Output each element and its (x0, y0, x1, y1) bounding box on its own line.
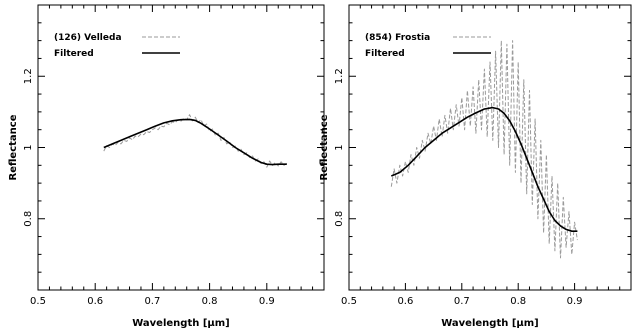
frostia-legend-label: (854) Frostia (365, 33, 430, 43)
velleda-y-tick-label: 1 (23, 144, 34, 150)
frostia-plot-frame (348, 4, 632, 291)
velleda-x-axis-label: Wavelength [μm] (132, 318, 230, 329)
frostia-y-axis-label: Reflectance (319, 114, 330, 180)
frostia-x-tick-label: 0.5 (341, 296, 357, 307)
frostia-y-tick-label: 0.8 (334, 211, 345, 227)
velleda-y-axis-label: Reflectance (8, 114, 19, 180)
frostia-filtered-spectrum-line (390, 106, 578, 232)
frostia-x-axis-label: Wavelength [μm] (441, 318, 539, 329)
frostia-x-tick-label: 0.7 (454, 296, 470, 307)
velleda-x-tick-label: 0.8 (202, 296, 218, 307)
velleda-legend-label: (126) Velleda (54, 33, 122, 43)
velleda-x-tick-label: 0.6 (87, 296, 103, 307)
velleda-x-tick-label: 0.7 (144, 296, 160, 307)
velleda-panel: 0.5 0.6 0.7 0.8 0.9 0.8 1 1.2 Wavelength [μm] Ref… (8, 4, 325, 329)
velleda-x-tick-label: 0.5 (30, 296, 46, 307)
frostia-measured-spectrum-line (390, 40, 578, 259)
velleda-y-tick-label: 0.8 (23, 211, 34, 227)
frostia-y-tick-label: 1 (334, 144, 345, 150)
frostia-x-tick-label: 0.9 (567, 296, 583, 307)
velleda-legend-label: Filtered (54, 49, 94, 59)
frostia-y-tick-label: 1.2 (334, 68, 345, 84)
frostia-x-tick-label: 0.6 (397, 296, 413, 307)
frostia-x-tick-label: 0.8 (510, 296, 526, 307)
velleda-y-tick-label: 1.2 (23, 68, 34, 84)
frostia-panel: 0.5 0.6 0.7 0.8 0.9 0.8 1 1.2 Wavelength [μm] Ref… (319, 4, 632, 329)
velleda-plot-frame (37, 4, 325, 291)
velleda-measured-spectrum-line (103, 114, 288, 168)
frostia-legend-label: Filtered (365, 49, 405, 59)
velleda-filtered-spectrum-line (103, 118, 287, 166)
velleda-x-tick-label: 0.9 (259, 296, 275, 307)
